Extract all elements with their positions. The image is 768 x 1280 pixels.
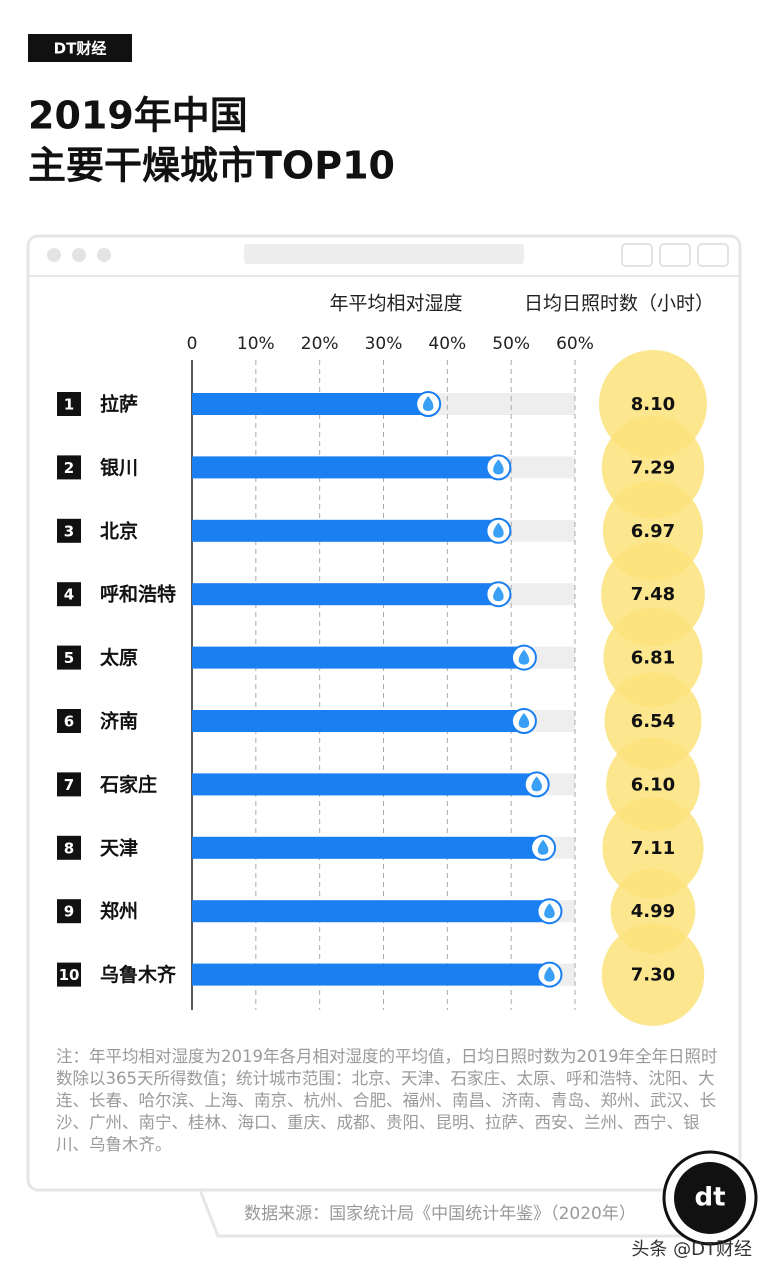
drop-icon [518,649,530,665]
drop-icon [537,839,549,855]
bar [192,519,499,542]
value-label: 7.30 [631,965,675,986]
source: 数据来源：国家统计局《中国统计年鉴》（2020年） [244,1204,636,1224]
rank-box [57,518,81,543]
drop-icon [544,966,555,982]
x-tick-label: 40% [428,334,466,354]
bar [192,393,429,415]
category-label: 太原 [100,646,138,669]
logo-circle [674,1162,746,1234]
rank: 6 [64,713,74,731]
x-tick-label: 30% [365,334,403,354]
category-label: 呼和浩特 [100,583,176,606]
value-label: 6.54 [631,711,675,732]
category-label: 银川 [100,456,138,479]
note: 注：年平均相对湿度为2019年各月相对湿度的平均值，日均日照时数为2019年全年… [56,1047,718,1154]
category-label: 郑州 [100,901,138,923]
x-tick-label: 20% [301,334,339,354]
sunshine-bubble [602,797,704,899]
window-icon [697,243,729,267]
bar [192,836,544,859]
rank: 2 [64,459,74,477]
x-tick-label: 10% [237,334,275,354]
bar [192,710,524,732]
rank-box [57,709,81,733]
drop-icon [493,459,504,475]
value-label: 7.48 [631,584,675,605]
category-label: 乌鲁木齐 [100,963,177,986]
title-line: 2019年中国 [28,94,248,138]
drop-icon [544,903,555,919]
bar [192,773,537,796]
rank-box [57,962,81,987]
window-button [47,248,61,262]
logo: dt [694,1183,725,1213]
drop-icon [493,586,504,602]
axis-title: 年平均相对湿度 [329,293,462,315]
window-frame [26,234,742,1192]
drop-icon [493,522,504,538]
title-line: 主要干燥城市TOP10 [28,144,395,188]
rank-box [57,455,81,480]
drop-icon [422,396,434,411]
window-button [72,248,86,262]
rank: 10 [59,966,80,984]
category-label: 拉萨 [100,393,138,416]
rank-box [57,772,81,797]
rank-box [57,582,81,607]
rank: 7 [64,776,74,794]
value-label: 8.10 [631,394,675,415]
x-tick-label: 0 [187,334,198,354]
drop-icon [531,776,542,792]
rank: 4 [64,586,74,604]
rank: 3 [64,522,74,540]
x-tick-label: 50% [492,334,530,354]
window-icon [659,243,691,267]
category-label: 石家庄 [99,773,157,796]
value-label: 4.99 [631,901,675,922]
rank: 9 [64,903,74,921]
drop-icon [518,713,530,728]
value-label: 6.97 [631,521,675,542]
bar [192,900,550,923]
window-button [97,248,111,262]
rank-box [57,835,81,860]
x-tick-label: 60% [556,334,594,354]
rank-box [57,899,81,924]
bar [192,456,499,479]
value-label: 6.10 [631,774,675,795]
rank: 8 [64,839,74,857]
axis-title: 日均日照时数（小时） [524,293,714,315]
category-label: 天津 [100,836,138,859]
value-label: 6.81 [631,648,675,669]
bar [192,963,550,986]
bar [192,646,524,669]
brand: DT财经 [54,40,107,58]
window-icon [621,243,653,267]
rank-box [57,645,81,670]
category-label: 北京 [100,519,138,542]
rank: 5 [64,649,74,667]
brand-box [28,34,132,62]
category-label: 济南 [100,710,138,733]
rank: 1 [64,396,74,414]
bar [192,583,499,606]
rank-box [57,392,81,416]
value-label: 7.11 [631,838,675,859]
value-label: 7.29 [631,457,675,478]
address-bar [244,244,524,264]
sunshine-bubble [601,923,705,1026]
credit: 头条 @DT财经 [631,1239,752,1260]
